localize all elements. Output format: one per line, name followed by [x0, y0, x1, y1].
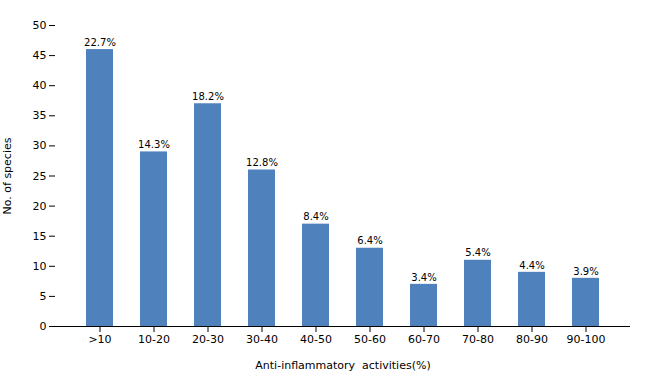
- svg-text:20-30: 20-30: [192, 333, 224, 346]
- svg-text:25: 25: [33, 170, 47, 183]
- svg-text:No. of species: No. of species: [1, 137, 14, 214]
- svg-text:3.4%: 3.4%: [411, 272, 436, 283]
- svg-text:6.4%: 6.4%: [357, 235, 382, 246]
- svg-text:50-60: 50-60: [354, 333, 386, 346]
- svg-text:40: 40: [33, 79, 47, 92]
- svg-text:90-100: 90-100: [567, 333, 606, 346]
- svg-text:0: 0: [40, 320, 47, 333]
- svg-text:40-50: 40-50: [300, 333, 332, 346]
- svg-text:60-70: 60-70: [408, 333, 440, 346]
- svg-text:20: 20: [33, 200, 47, 213]
- svg-text:50: 50: [33, 19, 47, 32]
- svg-text:45: 45: [33, 49, 47, 62]
- svg-text:80-90: 80-90: [516, 333, 548, 346]
- svg-text:5.4%: 5.4%: [465, 247, 490, 258]
- svg-text:30-40: 30-40: [246, 333, 278, 346]
- svg-text:15: 15: [33, 230, 47, 243]
- svg-text:18.2%: 18.2%: [192, 91, 224, 102]
- svg-text:35: 35: [33, 109, 47, 122]
- svg-text:10: 10: [33, 260, 47, 273]
- svg-text:30: 30: [33, 139, 47, 152]
- svg-text:4.4%: 4.4%: [519, 260, 544, 271]
- svg-text:>10: >10: [88, 333, 111, 346]
- svg-text:14.3%: 14.3%: [138, 139, 170, 150]
- svg-text:10-20: 10-20: [138, 333, 170, 346]
- svg-text:8.4%: 8.4%: [303, 211, 328, 222]
- svg-text:22.7%: 22.7%: [84, 37, 116, 48]
- svg-text:Anti-inflammatory activities(: Anti-inflammatory activities(%): [255, 359, 430, 371]
- svg-text:70-80: 70-80: [462, 333, 494, 346]
- svg-text:5: 5: [40, 290, 47, 303]
- svg-text:3.9%: 3.9%: [573, 266, 598, 277]
- svg-text:12.8%: 12.8%: [246, 157, 278, 168]
